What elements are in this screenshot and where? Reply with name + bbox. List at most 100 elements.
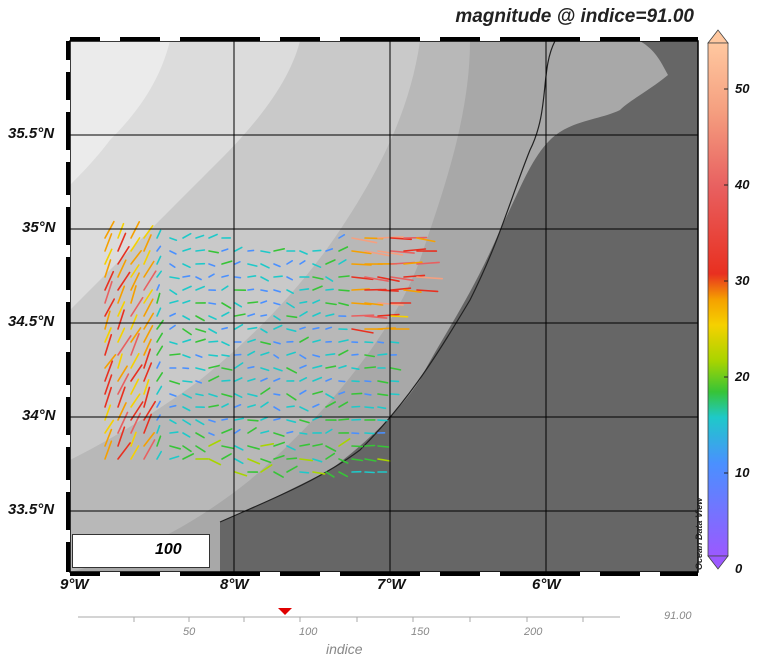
velocity-vector [182,299,191,304]
velocity-vector [338,438,351,447]
velocity-vector [286,393,297,401]
velocity-vector [286,302,295,309]
velocity-vector [312,390,324,395]
velocity-vector [403,261,423,265]
velocity-vector [273,275,283,278]
velocity-vector [260,464,273,473]
slider-axis-label: indice [326,641,363,657]
velocity-vector [260,387,271,395]
sea-shallow [70,41,170,185]
velocity-vector [195,432,205,439]
velocity-vector [156,372,163,382]
velocity-vector [247,393,258,398]
velocity-vector [286,289,294,295]
velocity-vector [286,367,298,374]
velocity-vector [195,285,205,291]
velocity-vector [156,435,162,447]
lat-label: 34°N [22,407,56,424]
velocity-vector [195,445,206,453]
velocity-vector [117,309,125,330]
velocity-vector [338,391,346,395]
velocity-vector [364,341,374,344]
velocity-vector [169,300,179,304]
velocity-vector [286,419,297,424]
velocity-vector [377,341,385,344]
velocity-vector [299,432,308,435]
velocity-vector [364,250,390,257]
velocity-vector [104,353,117,369]
colorbar-tick: 10 [735,465,750,480]
velocity-vector [104,298,115,317]
velocity-vector [169,353,181,356]
velocity-vector [286,351,297,356]
velocity-vector [208,458,222,466]
velocity-vector [130,431,137,447]
map-area[interactable] [70,41,698,572]
velocity-vector [169,419,177,425]
velocity-vector [403,248,427,252]
velocity-vector [325,401,337,408]
velocity-vector [351,250,372,255]
velocity-vector [299,326,306,330]
velocity-vector [117,442,131,460]
velocity-vector [260,250,271,254]
velocity-vector [208,328,218,334]
velocity-vector [286,430,294,434]
velocity-vector [416,276,444,280]
velocity-vector [234,445,244,451]
reference-vector-legend: 100 [72,534,210,568]
velocity-vector [351,302,372,306]
velocity-vector [143,386,151,408]
velocity-vector [208,393,218,398]
velocity-vector [130,272,140,291]
velocity-vector [247,326,258,330]
velocity-vectors [104,220,444,478]
velocity-vector [364,444,376,447]
velocity-vector [182,453,195,460]
velocity-vector [169,445,181,450]
velocity-vector [299,364,307,369]
time-slider[interactable] [78,608,620,622]
velocity-vector [338,401,349,408]
velocity-vector [338,259,347,265]
velocity-vector [104,233,113,252]
velocity-vector [221,274,229,278]
velocity-vector [273,454,285,460]
lat-label: 34.5°N [8,313,55,330]
velocity-vector [377,289,399,292]
velocity-vector [325,365,337,369]
velocity-vector [156,345,164,356]
velocity-vector [221,379,231,382]
velocity-vector [273,263,281,268]
velocity-vector [338,471,349,478]
velocity-vector [338,458,349,464]
velocity-vector [130,378,140,395]
velocity-vector [351,328,374,334]
velocity-vector [182,406,191,412]
velocity-vector [104,419,115,434]
velocity-vector [325,259,336,265]
velocity-vector [260,367,270,372]
velocity-vector [208,419,216,423]
velocity-vector [364,315,388,319]
velocity-vector [169,276,180,280]
velocity-vector [143,260,155,278]
velocity-vector [312,263,322,269]
velocity-vector [156,414,161,421]
velocity-vector [156,450,162,460]
velocity-vector [377,353,388,356]
velocity-vector [143,348,151,369]
velocity-vector [260,328,268,334]
slider-tick-label: 100 [299,626,318,638]
velocity-vector [104,360,114,382]
velocity-vector [247,338,256,343]
velocity-vector [273,367,283,372]
velocity-vector [260,430,270,434]
slider-marker[interactable] [278,608,292,615]
velocity-vector [286,445,296,451]
velocity-vector [143,431,155,447]
velocity-vector [208,302,217,305]
velocity-vector [416,261,440,265]
velocity-vector [156,245,162,252]
